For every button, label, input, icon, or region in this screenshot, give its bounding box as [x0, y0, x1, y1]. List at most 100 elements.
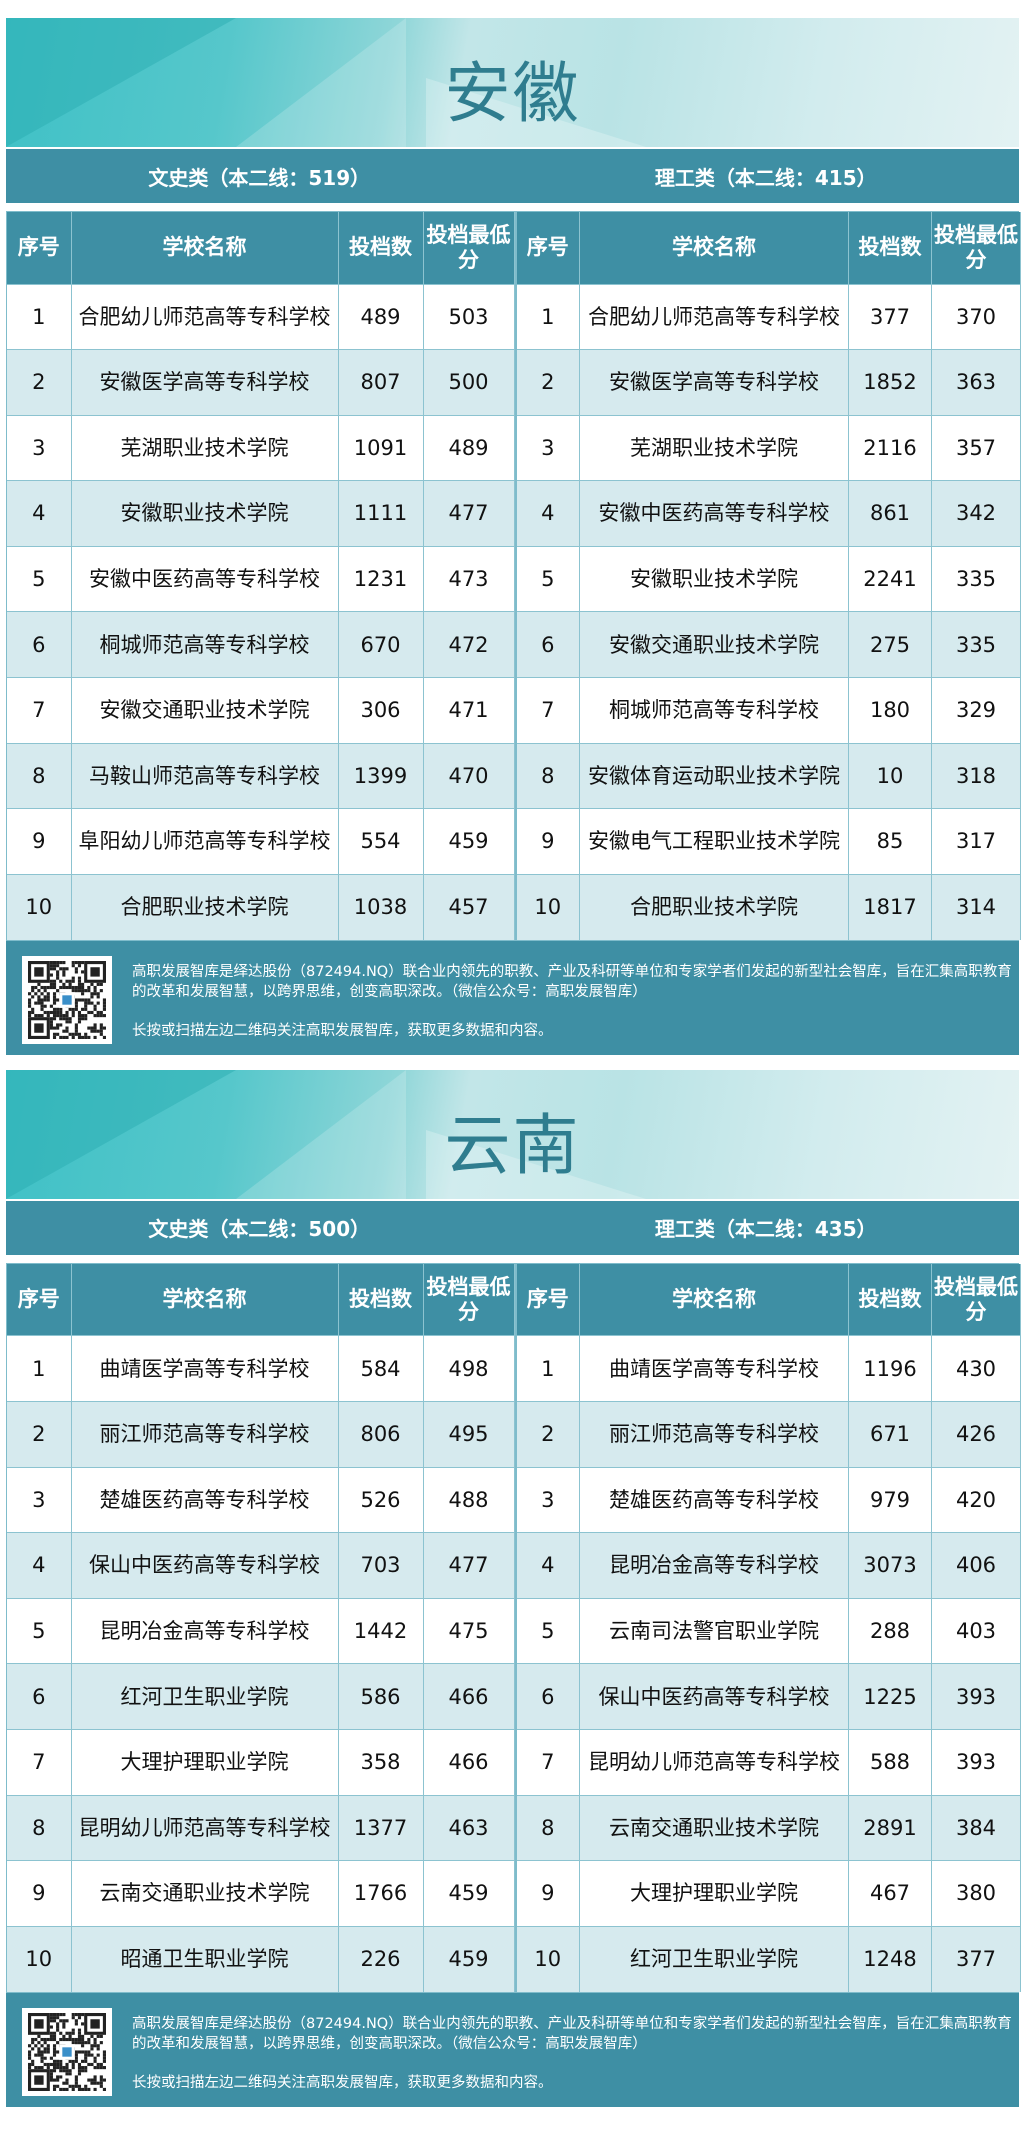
min-score-cell: 393: [932, 1730, 1021, 1796]
admitted-count-cell: 85: [849, 809, 932, 875]
school-name-cell: 合肥职业技术学院: [580, 874, 849, 940]
school-name-cell: 芜湖职业技术学院: [580, 415, 849, 481]
column-header: 学校名称: [580, 212, 849, 284]
min-score-cell: 503: [423, 284, 514, 350]
school-name-cell: 云南司法警官职业学院: [580, 1598, 849, 1664]
rank-cell: 7: [7, 1730, 71, 1796]
admitted-count-cell: 554: [338, 809, 423, 875]
column-header: 学校名称: [71, 212, 338, 284]
qr-code-icon: [27, 961, 107, 1039]
province-banner: 云南: [6, 1070, 1019, 1199]
column-header: 序号: [516, 212, 580, 284]
admitted-count-cell: 526: [338, 1467, 423, 1533]
column-header: 投档最低分: [423, 1264, 514, 1336]
column-header: 序号: [7, 212, 71, 284]
min-score-cell: 384: [932, 1795, 1021, 1861]
min-score-cell: 459: [423, 1861, 514, 1927]
school-name-cell: 昆明冶金高等专科学校: [71, 1598, 338, 1664]
min-score-cell: 498: [423, 1336, 514, 1402]
column-header: 投档数: [849, 1264, 932, 1336]
min-score-cell: 457: [423, 874, 514, 940]
school-name-cell: 安徽电气工程职业技术学院: [580, 809, 849, 875]
province-title: 云南: [6, 1092, 1019, 1188]
admitted-count-cell: 807: [338, 350, 423, 416]
qr-code[interactable]: [22, 2008, 112, 2096]
admitted-count-cell: 358: [338, 1730, 423, 1796]
rank-cell: 7: [516, 678, 580, 744]
rank-cell: 3: [516, 1467, 580, 1533]
admitted-count-cell: 979: [849, 1467, 932, 1533]
school-name-cell: 芜湖职业技术学院: [71, 415, 338, 481]
province-banner: 安徽: [6, 18, 1019, 147]
admitted-count-cell: 10: [849, 743, 932, 809]
school-name-cell: 楚雄医药高等专科学校: [580, 1467, 849, 1533]
column-header: 学校名称: [71, 1264, 338, 1336]
table-header: 序号学校名称投档数投档最低分: [516, 212, 1021, 284]
min-score-cell: 488: [423, 1467, 514, 1533]
science-category: 理工类（本二线：435）: [513, 1213, 1020, 1242]
rank-cell: 10: [516, 874, 580, 940]
admitted-count-cell: 1196: [849, 1336, 932, 1402]
rank-cell: 2: [7, 350, 71, 416]
school-name-cell: 桐城师范高等专科学校: [71, 612, 338, 678]
admitted-count-cell: 1377: [338, 1795, 423, 1861]
rank-cell: 1: [516, 1336, 580, 1402]
min-score-cell: 420: [932, 1467, 1021, 1533]
min-score-cell: 426: [932, 1402, 1021, 1468]
column-header: 投档数: [338, 1264, 423, 1336]
min-score-cell: 403: [932, 1598, 1021, 1664]
min-score-cell: 477: [423, 481, 514, 547]
qr-code[interactable]: [22, 956, 112, 1044]
school-name-cell: 大理护理职业学院: [580, 1861, 849, 1927]
min-score-cell: 466: [423, 1730, 514, 1796]
min-score-cell: 500: [423, 350, 514, 416]
table-header: 序号学校名称投档数投档最低分: [7, 1264, 514, 1336]
rank-cell: 1: [516, 284, 580, 350]
admitted-count-cell: 3073: [849, 1533, 932, 1599]
rank-cell: 1: [7, 284, 71, 350]
min-score-cell: 471: [423, 678, 514, 744]
school-name-cell: 丽江师范高等专科学校: [580, 1402, 849, 1468]
admitted-count-cell: 489: [338, 284, 423, 350]
school-name-cell: 昭通卫生职业学院: [71, 1926, 338, 1992]
column-header: 投档数: [849, 212, 932, 284]
province-title: 安徽: [6, 40, 1019, 136]
rank-cell: 4: [516, 481, 580, 547]
admitted-count-cell: 806: [338, 1402, 423, 1468]
rank-cell: 1: [7, 1336, 71, 1402]
school-name-cell: 桐城师范高等专科学校: [580, 678, 849, 744]
admitted-count-cell: 1091: [338, 415, 423, 481]
rank-cell: 5: [516, 1598, 580, 1664]
school-name-cell: 马鞍山师范高等专科学校: [71, 743, 338, 809]
admitted-count-cell: 2116: [849, 415, 932, 481]
min-score-cell: 463: [423, 1795, 514, 1861]
rank-cell: 10: [516, 1926, 580, 1992]
table-header: 序号学校名称投档数投档最低分: [7, 212, 514, 284]
column-header: 投档最低分: [423, 212, 514, 284]
admitted-count-cell: 275: [849, 612, 932, 678]
liberal-arts-category: 文史类（本二线：500）: [6, 1213, 513, 1242]
admitted-count-cell: 1231: [338, 546, 423, 612]
rank-cell: 6: [7, 612, 71, 678]
admitted-count-cell: 671: [849, 1402, 932, 1468]
admitted-count-cell: 588: [849, 1730, 932, 1796]
admitted-count-cell: 1399: [338, 743, 423, 809]
rank-cell: 6: [516, 1664, 580, 1730]
admitted-count-cell: 1852: [849, 350, 932, 416]
